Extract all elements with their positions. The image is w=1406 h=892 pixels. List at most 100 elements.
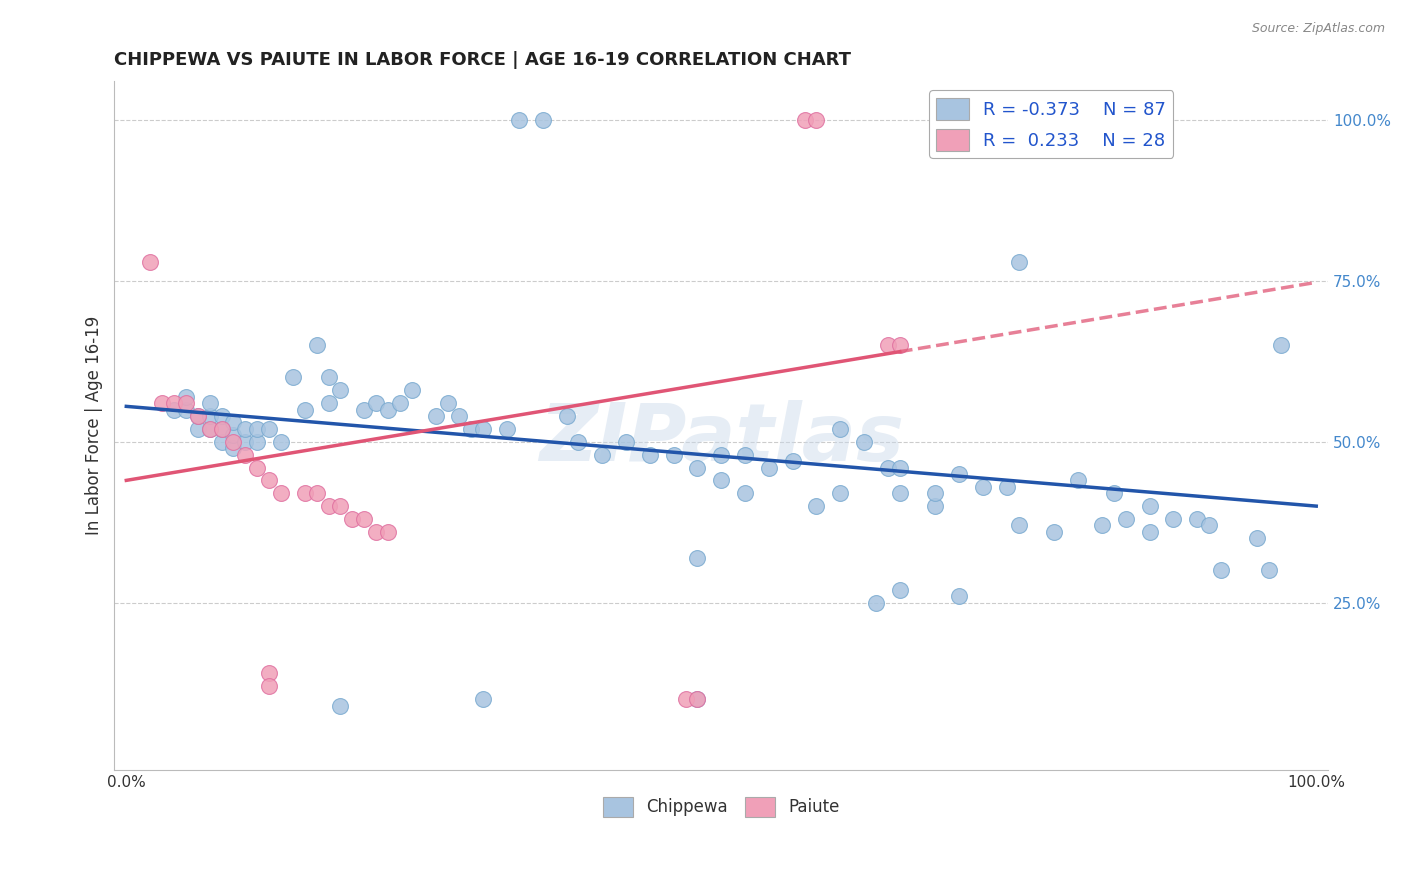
Point [198,422,221,436]
Point [257,666,280,681]
Point [222,441,245,455]
Point [281,370,304,384]
Point [377,402,399,417]
Point [163,402,186,417]
Point [948,589,970,603]
Point [270,486,292,500]
Point [889,338,911,352]
Point [329,384,352,398]
Point [174,402,197,417]
Point [591,448,613,462]
Point [662,448,685,462]
Point [793,112,815,127]
Point [614,434,637,449]
Point [449,409,471,423]
Point [1008,254,1031,268]
Point [675,692,697,706]
Legend: Chippewa, Paiute: Chippewa, Paiute [596,790,846,823]
Point [460,422,482,436]
Point [388,396,411,410]
Point [853,434,876,449]
Point [830,422,852,436]
Point [233,448,256,462]
Point [889,460,911,475]
Point [1187,512,1209,526]
Point [198,422,221,436]
Point [222,416,245,430]
Point [139,254,162,268]
Point [294,402,316,417]
Point [1163,512,1185,526]
Point [233,422,256,436]
Point [174,396,197,410]
Point [257,422,280,436]
Point [865,596,887,610]
Point [924,499,946,513]
Point [353,512,375,526]
Point [425,409,447,423]
Point [198,396,221,410]
Point [257,679,280,693]
Point [710,474,733,488]
Point [806,112,828,127]
Point [686,692,709,706]
Point [555,409,578,423]
Point [472,692,495,706]
Point [758,460,780,475]
Point [353,402,375,417]
Point [710,448,733,462]
Point [211,434,233,449]
Point [294,486,316,500]
Point [948,467,970,481]
Point [1102,486,1125,500]
Point [1115,512,1137,526]
Point [246,460,269,475]
Point [472,422,495,436]
Point [174,390,197,404]
Point [1139,524,1161,539]
Point [734,448,756,462]
Point [318,499,340,513]
Point [187,409,209,423]
Point [318,370,340,384]
Point [531,112,554,127]
Point [1270,338,1292,352]
Point [995,480,1018,494]
Point [436,396,458,410]
Point [876,460,898,475]
Point [686,460,709,475]
Point [187,409,209,423]
Point [496,422,519,436]
Point [246,434,269,449]
Text: CHIPPEWA VS PAIUTE IN LABOR FORCE | AGE 16-19 CORRELATION CHART: CHIPPEWA VS PAIUTE IN LABOR FORCE | AGE … [114,51,852,69]
Point [734,486,756,500]
Point [318,396,340,410]
Point [782,454,804,468]
Point [1091,518,1114,533]
Point [163,396,186,410]
Point [638,448,661,462]
Point [806,499,828,513]
Point [270,434,292,449]
Point [1257,564,1279,578]
Point [830,486,852,500]
Text: ZIPatlas: ZIPatlas [538,401,904,478]
Point [1246,531,1268,545]
Point [1008,518,1031,533]
Point [257,474,280,488]
Point [150,396,173,410]
Point [924,486,946,500]
Point [567,434,589,449]
Point [366,524,388,539]
Point [401,384,423,398]
Point [211,422,233,436]
Point [342,512,364,526]
Point [508,112,530,127]
Point [1198,518,1220,533]
Point [377,524,399,539]
Point [305,486,328,500]
Point [211,409,233,423]
Point [222,434,245,449]
Point [329,499,352,513]
Point [686,550,709,565]
